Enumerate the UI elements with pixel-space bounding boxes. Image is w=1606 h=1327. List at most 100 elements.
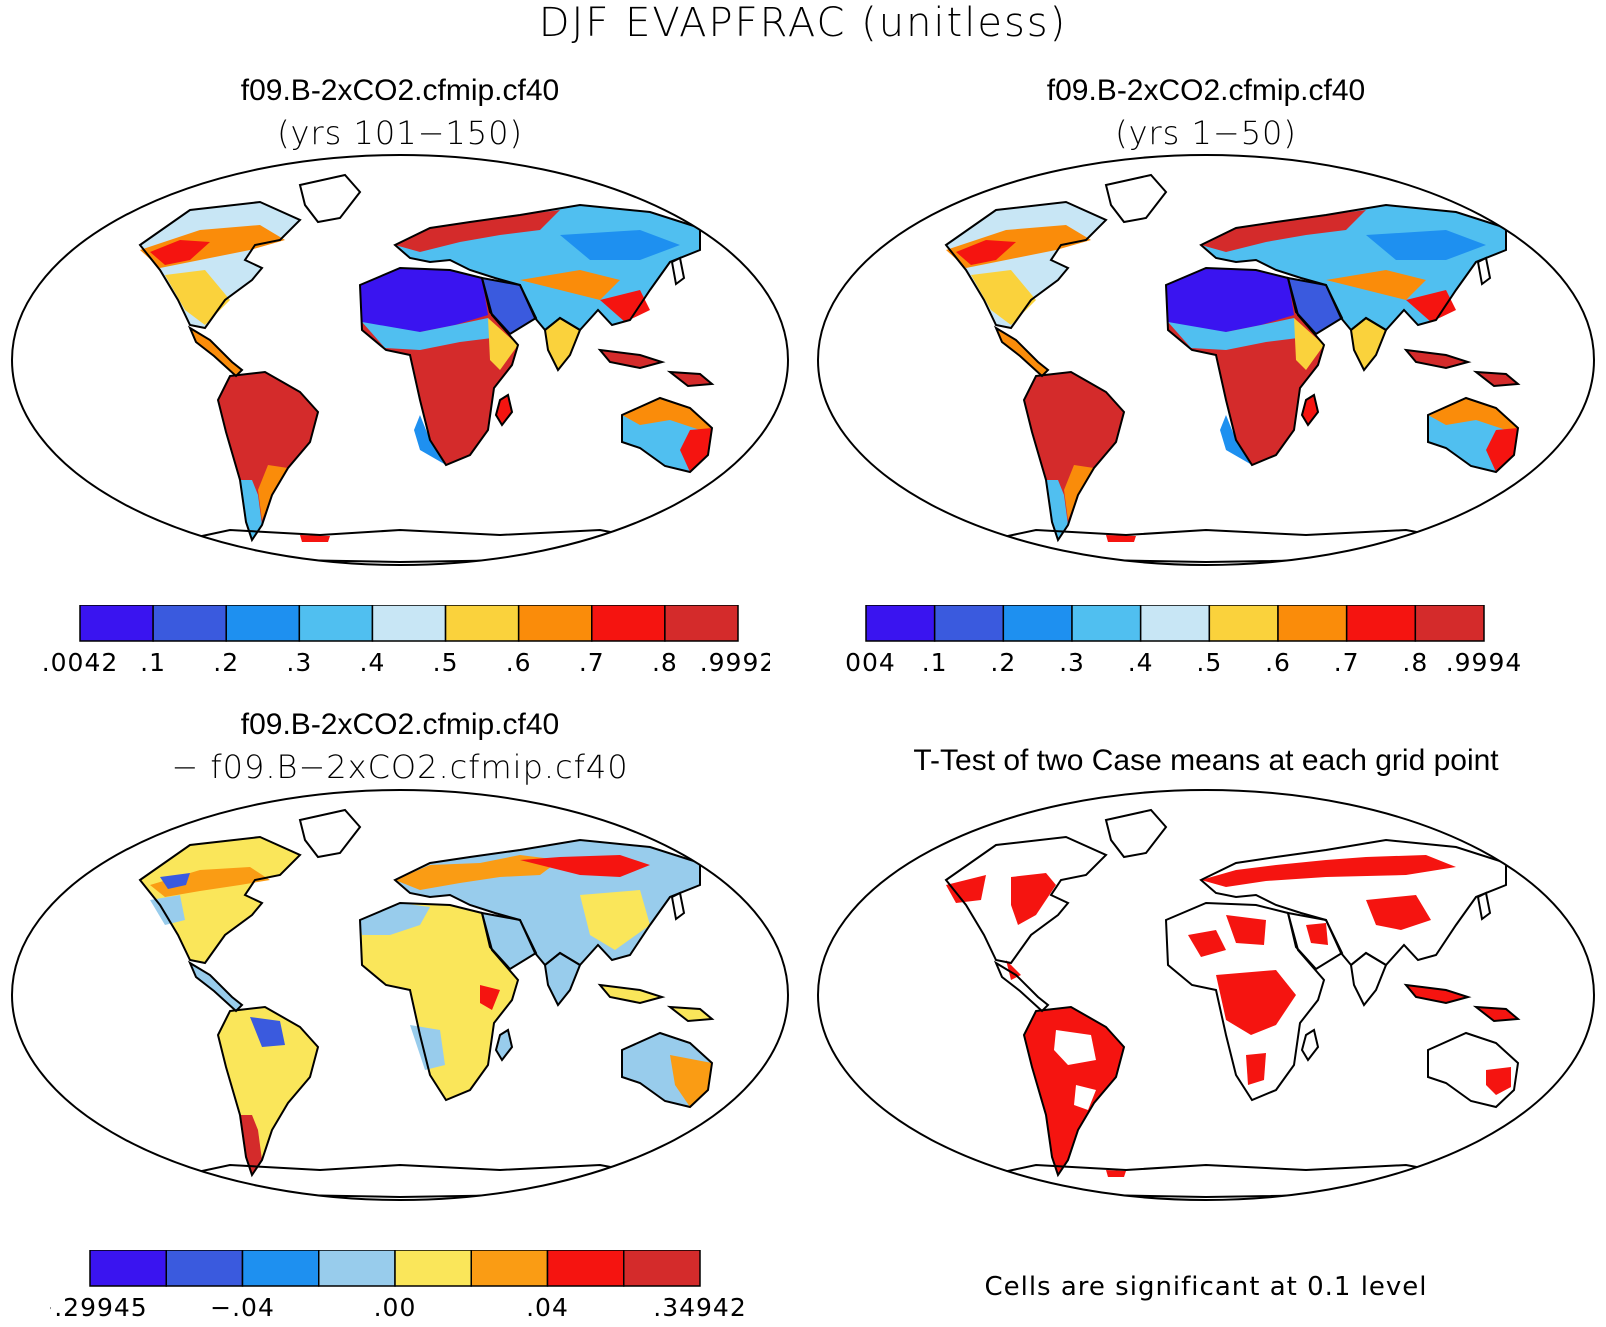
colorbar-swatch: [1345, 605, 1417, 642]
field-region: [250, 1017, 285, 1047]
colorbar-swatch: [89, 1250, 167, 1287]
coastline-newGuinea: [666, 370, 715, 388]
map-bottom-right: [817, 789, 1595, 1201]
coastline-newZealand: [1544, 1092, 1560, 1129]
colorbar-swatch: [1002, 605, 1073, 642]
panel-top-left-title: f09.B-2xCO2.cfmip.cf40: [240, 74, 560, 107]
field-region: [1406, 985, 1468, 1003]
field-region: [488, 318, 518, 370]
colorbar-swatch: [318, 1250, 396, 1287]
coastline-madagascar: [494, 1028, 514, 1062]
panel-bottom-right-title: T-Test of two Case means at each grid po…: [913, 744, 1499, 777]
colorbar-tick-label: .6: [1265, 648, 1291, 677]
field-region: [1201, 210, 1366, 252]
colorbar-swatch: [152, 605, 227, 642]
colorbar-tick-label: .2: [990, 648, 1016, 677]
field-region: [1326, 270, 1426, 300]
colorbar-tick-label: .00: [374, 1293, 417, 1322]
coastline-madagascar: [1300, 393, 1320, 427]
map-background: [12, 790, 788, 1200]
colorbar-swatch: [1277, 605, 1348, 642]
field-region: [410, 1025, 445, 1070]
colorbar-swatch: [225, 605, 301, 642]
coastline-northAmerica: [944, 200, 1108, 330]
coastline-madagascar: [1300, 1028, 1320, 1062]
colorbar-swatch: [394, 1250, 472, 1287]
coastline-india: [1349, 951, 1388, 1007]
colorbar-swatch: [371, 605, 447, 642]
field-region: [240, 1115, 262, 1175]
field-region: [1486, 428, 1518, 472]
coastline-africa: [358, 901, 520, 1102]
field-region: [600, 350, 662, 368]
colorbar-swatch: [591, 605, 666, 642]
coastline-madagascar: [494, 393, 514, 427]
colorbar-bottom-left: −.29945 −.04 .00 .04 .34942: [50, 1250, 746, 1322]
colorbar-top-left: .0042 .1 .2 .3 .4 .5 .6 .7 .8 .9992: [42, 605, 770, 677]
colorbar-tick-label: −.04: [210, 1293, 275, 1322]
coastline-indonesia: [597, 348, 666, 370]
coastline-africa: [358, 266, 520, 467]
coastline-northAmerica: [138, 200, 302, 330]
coastline-eurasia: [1199, 203, 1507, 332]
coastline-centralAmerica: [187, 325, 244, 378]
field-region: [545, 318, 580, 370]
colorbar-swatch: [165, 1250, 244, 1287]
field-region: [1246, 1053, 1266, 1085]
field-region: [360, 268, 488, 332]
coastline-arabia: [480, 911, 538, 971]
coastline-newGuinea: [666, 1005, 715, 1023]
field-region: [240, 480, 262, 540]
colorbar-tick-label: .5: [433, 648, 459, 677]
colorbar-tick-label: .4: [360, 648, 386, 677]
coastline-india: [543, 316, 582, 372]
coastline-newGuinea: [1472, 370, 1521, 388]
colorbar-tick-label: −.29945: [50, 1293, 148, 1322]
colorbar-tick-label: .04: [526, 1293, 569, 1322]
panel-bottom-left-title: f09.B-2xCO2.cfmip.cf40: [240, 708, 560, 741]
field-region: [362, 318, 492, 350]
colorbar-swatch: [1071, 605, 1142, 642]
coastline-newGuinea: [1472, 1005, 1521, 1023]
coastline-eurasia: [393, 838, 701, 967]
field-region: [1226, 915, 1266, 945]
coastline-northAmerica: [944, 835, 1108, 965]
colorbar-tick-label: .3: [1059, 648, 1085, 677]
field-region: [300, 535, 330, 542]
map-background: [12, 155, 788, 565]
colorbar-tick-label: .7: [1334, 648, 1360, 677]
colorbar-swatch: [865, 605, 936, 642]
colorbar-tick-label: .8: [1402, 648, 1428, 677]
colorbar-swatch: [546, 1250, 625, 1287]
colorbar-tick-label: .004: [846, 648, 896, 677]
coastline-centralAmerica: [993, 325, 1050, 378]
field-region: [395, 855, 560, 890]
coastline-australia: [621, 396, 714, 474]
coastline-eurasia: [393, 203, 701, 332]
field-region: [1074, 1085, 1096, 1110]
coastline-india: [543, 951, 582, 1007]
colorbar-tick-label: .9994: [1446, 648, 1523, 677]
significance-note: Cells are significant at 0.1 level: [984, 1272, 1428, 1302]
coastlines: [944, 808, 1560, 1199]
coastline-newZealand: [1544, 457, 1560, 494]
colorbar-swatch: [79, 605, 154, 642]
field-region: [1216, 970, 1296, 1035]
coastlines: [138, 808, 754, 1199]
coastline-arabia: [1286, 276, 1344, 336]
map-background: [818, 155, 1594, 565]
panel-top-left-subtitle: (yrs 101−150): [277, 114, 523, 152]
field-region: [1406, 290, 1456, 322]
colorbar-swatch: [444, 605, 520, 642]
panel-bottom-left-subtitle: − f09.B−2xCO2.cfmip.cf40: [171, 748, 629, 786]
field-region: [956, 240, 1016, 265]
coastline-newZealand: [738, 1092, 754, 1129]
panel-top-right-title: f09.B-2xCO2.cfmip.cf40: [1046, 74, 1366, 107]
coastline-japan: [1476, 891, 1492, 921]
field-region: [1306, 923, 1328, 945]
colorbar-tick-label: .34942: [653, 1293, 746, 1322]
field-region: [360, 903, 518, 1100]
field-region: [996, 328, 1048, 376]
coastline-southAmerica: [216, 1005, 320, 1178]
colorbar-tick-label: .1: [922, 648, 948, 677]
